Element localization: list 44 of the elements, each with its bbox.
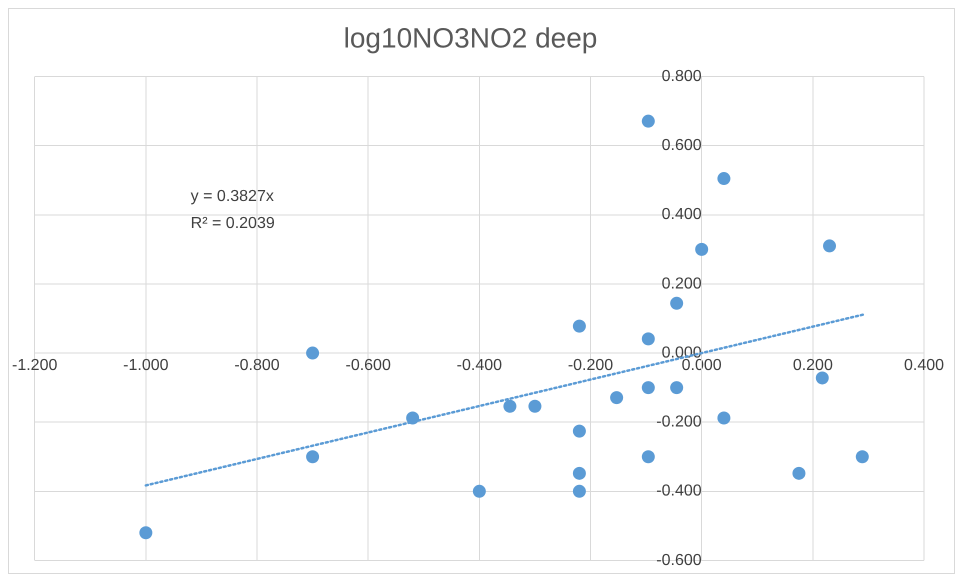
point [610, 391, 624, 404]
point [572, 320, 586, 333]
point [816, 371, 829, 384]
point [670, 381, 684, 394]
x-tick-label: 0.400 [904, 357, 944, 374]
point [406, 412, 420, 425]
y-tick-label: -0.200 [656, 414, 702, 431]
x-tick-label: -0.600 [345, 357, 391, 374]
point [642, 332, 655, 346]
point [792, 466, 806, 480]
point [642, 114, 655, 128]
point [528, 400, 542, 413]
point [306, 346, 320, 360]
point [695, 242, 708, 256]
point [139, 526, 152, 540]
point [572, 466, 586, 480]
x-tick-label: 0.000 [682, 357, 722, 374]
point [572, 484, 586, 498]
x-tick-label: 0.200 [792, 357, 833, 374]
annotation: R² = 0.2039 [190, 215, 275, 232]
y-tick-label: 0.200 [662, 275, 702, 292]
point [572, 424, 586, 438]
annotation: y = 0.3827x [190, 188, 274, 206]
y-tick-label: -0.400 [656, 482, 702, 500]
point [472, 484, 486, 498]
point [717, 172, 730, 186]
x-tick-label: -0.400 [456, 357, 502, 374]
point [306, 450, 320, 464]
x-tick-label: -0.800 [234, 357, 280, 374]
y-tick-label: 0.800 [662, 68, 702, 86]
x-tick-label: -1.200 [12, 357, 58, 374]
point [503, 400, 516, 413]
point [856, 450, 869, 464]
point [642, 381, 655, 394]
y-tick-label: 0.600 [662, 137, 702, 154]
point [670, 296, 684, 310]
chart-title: log10NO3NO2 deep [344, 22, 598, 54]
y-tick-label: 0.400 [662, 206, 702, 224]
point [823, 239, 836, 252]
point [717, 412, 730, 425]
x-tick-label: -0.200 [568, 357, 614, 374]
point [642, 450, 655, 464]
x-tick-label: -1.000 [123, 357, 169, 374]
y-tick-label: -0.600 [656, 552, 702, 569]
